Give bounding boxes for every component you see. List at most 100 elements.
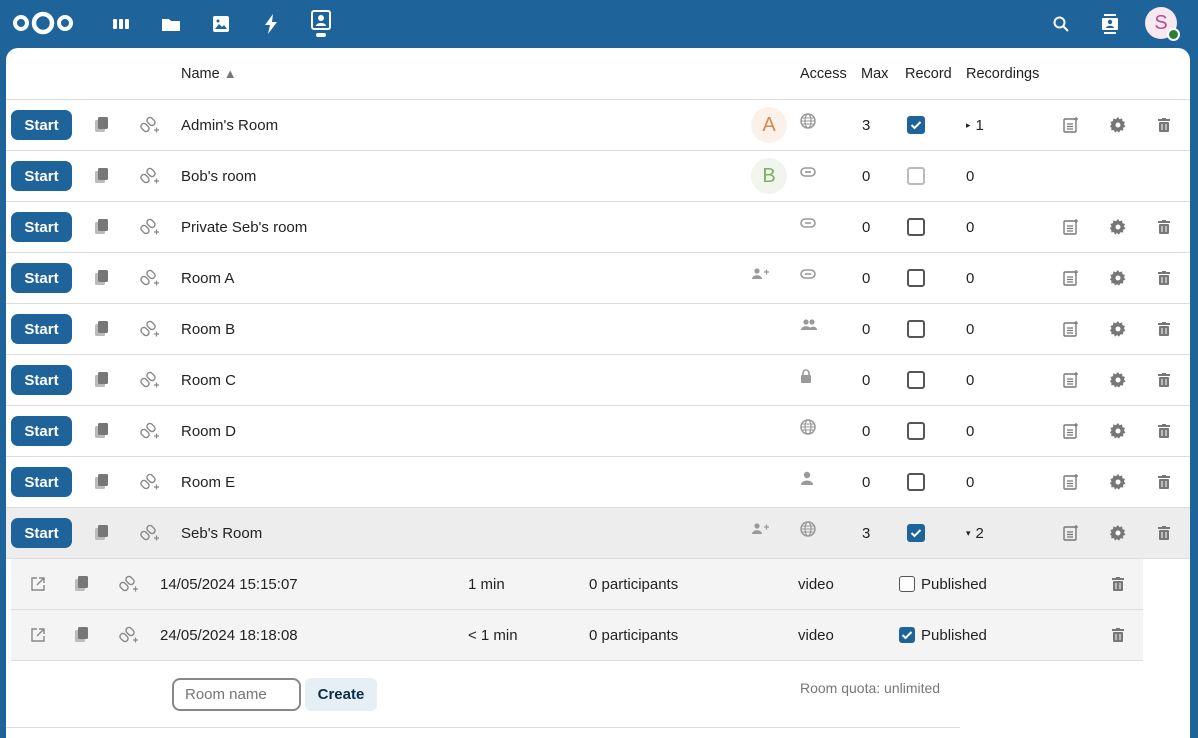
room-name-input[interactable] [172, 678, 301, 711]
record-checkbox[interactable] [907, 218, 925, 236]
delete-icon[interactable] [1158, 304, 1170, 354]
delete-recording-icon[interactable] [1112, 559, 1124, 609]
room-row[interactable]: Start Room E 0 0 [6, 457, 1190, 508]
recordings-column-header[interactable]: Recordings [966, 66, 1040, 82]
record-checkbox[interactable] [907, 422, 925, 440]
delete-icon[interactable] [1158, 508, 1170, 558]
open-recording-icon[interactable] [31, 559, 45, 609]
activity-icon[interactable] [259, 12, 283, 36]
add-link-icon[interactable] [140, 253, 160, 303]
delete-icon[interactable] [1158, 253, 1170, 303]
room-row[interactable]: Start Private Seb's room 0 0 [6, 202, 1190, 253]
add-link-icon[interactable] [140, 304, 160, 354]
recordings-cell[interactable]: ▸ 1 [966, 100, 984, 150]
add-link-icon[interactable] [140, 100, 160, 150]
copy-icon[interactable] [95, 355, 109, 405]
files-icon[interactable] [159, 12, 183, 36]
add-link-icon[interactable] [140, 355, 160, 405]
delete-icon[interactable] [1158, 100, 1170, 150]
room-row[interactable]: Start Seb's Room 3 ▾ 2 [6, 508, 1190, 559]
user-avatar[interactable]: S [1145, 7, 1180, 41]
room-row[interactable]: Start Room B 0 0 [6, 304, 1190, 355]
settings-icon[interactable] [1110, 304, 1126, 354]
create-button[interactable]: Create [305, 678, 377, 711]
copy-icon[interactable] [95, 508, 109, 558]
copy-icon[interactable] [95, 151, 109, 201]
edit-icon[interactable] [1063, 406, 1079, 456]
recordings-toggle-icon[interactable]: ▸ [966, 119, 971, 130]
copy-icon[interactable] [95, 100, 109, 150]
record-checkbox[interactable] [907, 269, 925, 287]
add-link-icon[interactable] [140, 202, 160, 252]
room-row[interactable]: Start Room D 0 0 [6, 406, 1190, 457]
record-checkbox[interactable] [907, 473, 925, 491]
start-button[interactable]: Start [11, 467, 72, 497]
search-icon[interactable] [1049, 12, 1073, 36]
add-link-icon[interactable] [140, 151, 160, 201]
published-checkbox[interactable] [899, 576, 915, 592]
copy-icon[interactable] [95, 253, 109, 303]
copy-icon[interactable] [95, 202, 109, 252]
top-bar: S [0, 0, 1198, 48]
start-button[interactable]: Start [11, 212, 72, 242]
delete-icon[interactable] [1158, 457, 1170, 507]
settings-icon[interactable] [1110, 355, 1126, 405]
published-checkbox[interactable] [899, 627, 915, 643]
edit-icon[interactable] [1063, 457, 1079, 507]
add-link-icon[interactable] [119, 559, 139, 609]
room-row[interactable]: Start Admin's Room A 3 ▸ 1 [6, 100, 1190, 151]
copy-icon[interactable] [95, 457, 109, 507]
add-link-icon[interactable] [119, 610, 139, 660]
start-button[interactable]: Start [11, 518, 72, 548]
add-link-icon[interactable] [140, 457, 160, 507]
start-button[interactable]: Start [11, 110, 72, 140]
settings-icon[interactable] [1110, 457, 1126, 507]
start-button[interactable]: Start [11, 263, 72, 293]
settings-icon[interactable] [1110, 508, 1126, 558]
start-button[interactable]: Start [11, 161, 72, 191]
delete-icon[interactable] [1158, 202, 1170, 252]
copy-icon[interactable] [75, 559, 89, 609]
add-link-icon[interactable] [140, 508, 160, 558]
edit-icon[interactable] [1063, 304, 1079, 354]
copy-icon[interactable] [95, 304, 109, 354]
settings-icon[interactable] [1110, 406, 1126, 456]
record-checkbox[interactable] [907, 524, 925, 542]
start-button[interactable]: Start [11, 416, 72, 446]
start-button[interactable]: Start [11, 365, 72, 395]
copy-icon[interactable] [95, 406, 109, 456]
edit-icon[interactable] [1063, 508, 1079, 558]
copy-icon[interactable] [75, 610, 89, 660]
recordings-toggle-icon[interactable]: ▾ [966, 527, 971, 538]
access-column-header[interactable]: Access [800, 66, 847, 82]
name-column-header[interactable]: Name ▲ [181, 66, 237, 82]
settings-icon[interactable] [1110, 253, 1126, 303]
edit-icon[interactable] [1063, 253, 1079, 303]
room-row[interactable]: Start Bob's room B 0 0 [6, 151, 1190, 202]
record-checkbox[interactable] [907, 320, 925, 338]
room-row[interactable]: Start Room C 0 0 [6, 355, 1190, 406]
bbb-icon[interactable] [309, 10, 333, 37]
edit-icon[interactable] [1063, 100, 1079, 150]
record-checkbox[interactable] [907, 167, 925, 185]
photos-icon[interactable] [209, 12, 233, 36]
add-link-icon[interactable] [140, 406, 160, 456]
settings-icon[interactable] [1110, 202, 1126, 252]
contacts-icon[interactable] [1098, 12, 1122, 36]
record-checkbox[interactable] [907, 371, 925, 389]
dashboard-icon[interactable] [109, 12, 133, 36]
delete-icon[interactable] [1158, 406, 1170, 456]
delete-recording-icon[interactable] [1112, 610, 1124, 660]
open-recording-icon[interactable] [31, 610, 45, 660]
start-button[interactable]: Start [11, 314, 72, 344]
max-column-header[interactable]: Max [861, 66, 889, 82]
nextcloud-logo-icon[interactable] [12, 10, 74, 36]
edit-icon[interactable] [1063, 202, 1079, 252]
record-column-header[interactable]: Record [905, 66, 952, 82]
room-row[interactable]: Start Room A 0 0 [6, 253, 1190, 304]
recordings-cell[interactable]: ▾ 2 [966, 508, 984, 558]
record-checkbox[interactable] [907, 116, 925, 134]
settings-icon[interactable] [1110, 100, 1126, 150]
edit-icon[interactable] [1063, 355, 1079, 405]
delete-icon[interactable] [1158, 355, 1170, 405]
